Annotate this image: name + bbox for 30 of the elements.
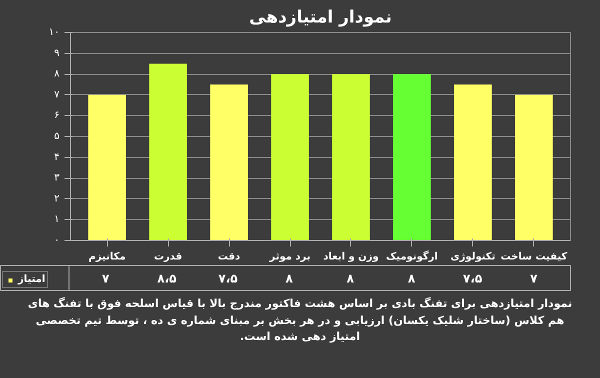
- text: ۷،۵: [463, 272, 482, 286]
- text: ۷،۵: [218, 272, 238, 286]
- y-tick-label: ۳: [54, 172, 60, 184]
- x-tick-label: قدرت: [154, 252, 182, 262]
- text: ۷: [530, 272, 538, 286]
- x-tick-label: برد موثر: [268, 252, 311, 262]
- text: ۸،۵: [157, 272, 176, 286]
- legend-label: امتیاز: [18, 274, 46, 285]
- y-tick-label: ۴: [54, 152, 60, 163]
- y-tick-label: ۱: [54, 214, 60, 226]
- x-tick-label: تکنولوژی: [450, 252, 496, 262]
- x-tick-label: کیفیت ساخت: [500, 252, 568, 262]
- y-tick-label: ۵: [54, 131, 60, 142]
- y-tick-label: ۲: [54, 193, 60, 204]
- y-tick-label: ۱۰: [48, 27, 60, 38]
- y-tick-label: ۰: [54, 235, 60, 246]
- chart-title: نمودار امتیازدهی: [249, 8, 392, 28]
- y-tick-label: ۷: [54, 89, 60, 100]
- y-tick-label: ۸: [54, 68, 60, 80]
- text: ۷: [102, 272, 110, 286]
- text: نمودار امتیازدهی برای تفنگ بادی بر اساس هشت فاکتور مندرج بالا با قیاس اسلحه فوق با تفنگ های هم کلاس (ساختار شلیک یکسان) ارزیابی و در هر بخش بر مبنای شماره ی ده ، توسط تیم تخصصی امتیاز دهی شده است.: [26, 296, 574, 345]
- x-tick-label: وزن و ابعاد: [323, 252, 379, 262]
- text: ۸: [346, 272, 354, 286]
- text: ۸: [408, 272, 416, 286]
- x-tick-label: مکانیزم: [88, 252, 126, 262]
- x-tick-label: ارگونومیک: [386, 250, 438, 262]
- x-tick-label: دقت: [218, 252, 240, 262]
- text: ۸: [286, 272, 293, 286]
- y-tick-label: ۹: [54, 48, 60, 59]
- y-tick-label: ۶: [54, 110, 60, 122]
